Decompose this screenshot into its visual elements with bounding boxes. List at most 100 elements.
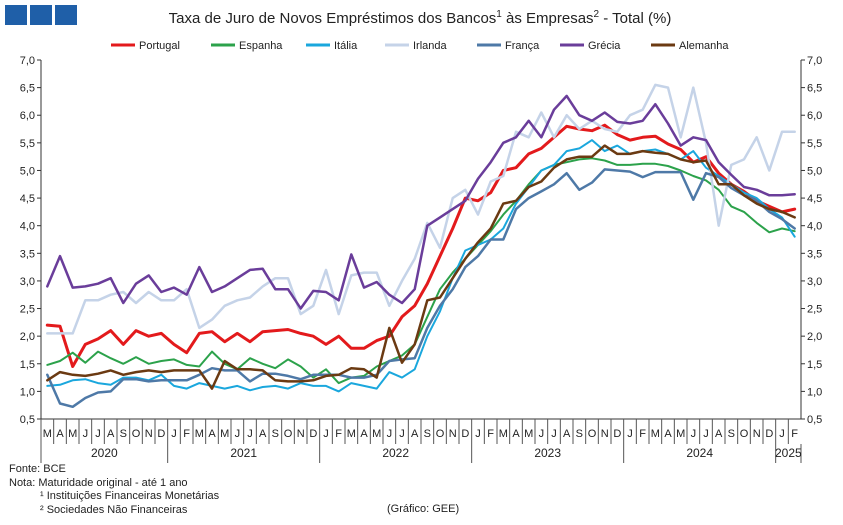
y-tick-label-right: 2,0 — [807, 331, 822, 343]
x-tick-label: J — [95, 428, 101, 440]
legend-label-5: Grécia — [588, 40, 621, 52]
year-label: 2023 — [534, 446, 561, 460]
series-line-3 — [46, 83, 796, 335]
x-tick-label: O — [740, 428, 749, 440]
x-tick-label: D — [157, 428, 165, 440]
x-tick-label: A — [715, 428, 723, 440]
y-tick-label-right: 7,0 — [807, 55, 822, 67]
x-tick-label: S — [424, 428, 431, 440]
footnote-2: ² Sociedades Não Financeiras — [40, 503, 188, 516]
x-tick-label: M — [43, 428, 52, 440]
x-tick-label: A — [259, 428, 267, 440]
y-tick-label-left: 6,5 — [20, 83, 35, 95]
y-tick-label-left: 0,5 — [20, 414, 35, 426]
x-tick-label: O — [284, 428, 293, 440]
x-tick-label: M — [499, 428, 508, 440]
y-tick-label-right: 0,5 — [807, 414, 822, 426]
x-tick-label: D — [309, 428, 317, 440]
series-line-1 — [46, 157, 796, 385]
series-line-5 — [46, 94, 796, 310]
x-tick-label: F — [183, 428, 190, 440]
y-tick-label-right: 3,0 — [807, 276, 822, 288]
x-tick-label: F — [335, 428, 342, 440]
x-tick-label: S — [120, 428, 127, 440]
title-footnote-2: 2 — [593, 9, 600, 20]
y-tick-label-left: 2,0 — [20, 331, 35, 343]
title-footnote-1: 1 — [496, 9, 502, 20]
x-tick-label: A — [563, 428, 571, 440]
x-tick-label: J — [83, 428, 89, 440]
x-tick-label: M — [220, 428, 229, 440]
x-tick-label: O — [588, 428, 597, 440]
legend-label-4: França — [505, 40, 540, 52]
chart-title-text: Taxa de Juro de Novos Empréstimos dos Ba… — [168, 10, 497, 27]
series-line-6 — [46, 144, 796, 390]
legend-label-0: Portugal — [139, 40, 180, 52]
chart-credit: (Gráfico: GEE) — [387, 503, 460, 515]
y-tick-label-right: 4,5 — [807, 193, 822, 205]
year-label: 2024 — [686, 446, 713, 460]
year-label: 2021 — [230, 446, 257, 460]
x-tick-label: N — [297, 428, 305, 440]
x-tick-label: J — [399, 428, 405, 440]
x-tick-label: M — [372, 428, 381, 440]
y-tick-label-right: 1,5 — [807, 359, 822, 371]
footnote-1: ¹ Instituições Financeiras Monetárias — [40, 490, 220, 502]
y-tick-label-left: 1,5 — [20, 359, 35, 371]
x-tick-label: M — [195, 428, 204, 440]
x-tick-label: J — [627, 428, 633, 440]
legend-label-2: Itália — [334, 40, 358, 52]
x-tick-label: F — [487, 428, 494, 440]
x-tick-label: A — [360, 428, 368, 440]
x-tick-label: J — [551, 428, 557, 440]
y-tick-label-left: 5,5 — [20, 138, 35, 150]
logo-block-2 — [30, 5, 52, 25]
x-tick-label: J — [247, 428, 253, 440]
x-tick-label: N — [449, 428, 457, 440]
logo-block-1 — [5, 5, 27, 25]
source-text: Fonte: BCE — [9, 463, 66, 475]
note-text: Nota: Maturidade original - até 1 ano — [9, 476, 188, 489]
x-tick-label: J — [475, 428, 481, 440]
x-tick-label: S — [728, 428, 735, 440]
x-tick-label: F — [639, 428, 646, 440]
x-tick-label: A — [56, 428, 64, 440]
year-label: 2022 — [382, 446, 409, 460]
x-tick-label: M — [347, 428, 356, 440]
y-tick-label-right: 6,0 — [807, 110, 822, 122]
x-tick-label: D — [461, 428, 469, 440]
year-label: 2025 — [775, 446, 802, 460]
y-tick-label-right: 5,5 — [807, 138, 822, 150]
series-line-4 — [46, 168, 796, 409]
series-line-0 — [45, 123, 797, 368]
chart-title-end: - Total (%) — [599, 10, 672, 27]
y-tick-label-left: 4,5 — [20, 193, 35, 205]
year-label: 2020 — [91, 446, 118, 460]
y-tick-label-left: 1,0 — [20, 386, 35, 398]
x-tick-label: J — [779, 428, 785, 440]
y-tick-label-right: 1,0 — [807, 386, 822, 398]
x-tick-label: J — [387, 428, 393, 440]
x-tick-label: S — [272, 428, 279, 440]
logo-block-3 — [55, 5, 77, 25]
x-tick-label: J — [171, 428, 177, 440]
x-tick-label: O — [436, 428, 445, 440]
y-tick-label-left: 2,5 — [20, 304, 35, 316]
x-tick-label: A — [208, 428, 216, 440]
legend-label-3: Irlanda — [413, 40, 448, 52]
y-tick-label-left: 3,5 — [20, 248, 35, 260]
legend-label-1: Espanha — [239, 40, 283, 52]
x-tick-label: N — [753, 428, 761, 440]
x-tick-label: A — [512, 428, 520, 440]
y-tick-label-left: 7,0 — [20, 55, 35, 67]
footer-notes: Fonte: BCE Nota: Maturidade original - a… — [9, 463, 219, 517]
legend-label-6: Alemanha — [679, 40, 729, 52]
x-tick-label: M — [651, 428, 660, 440]
y-tick-label-left: 4,0 — [20, 221, 35, 233]
x-tick-label: D — [613, 428, 621, 440]
x-tick-label: A — [411, 428, 419, 440]
x-tick-label: O — [132, 428, 141, 440]
x-tick-label: A — [107, 428, 115, 440]
y-tick-label-left: 5,0 — [20, 165, 35, 177]
